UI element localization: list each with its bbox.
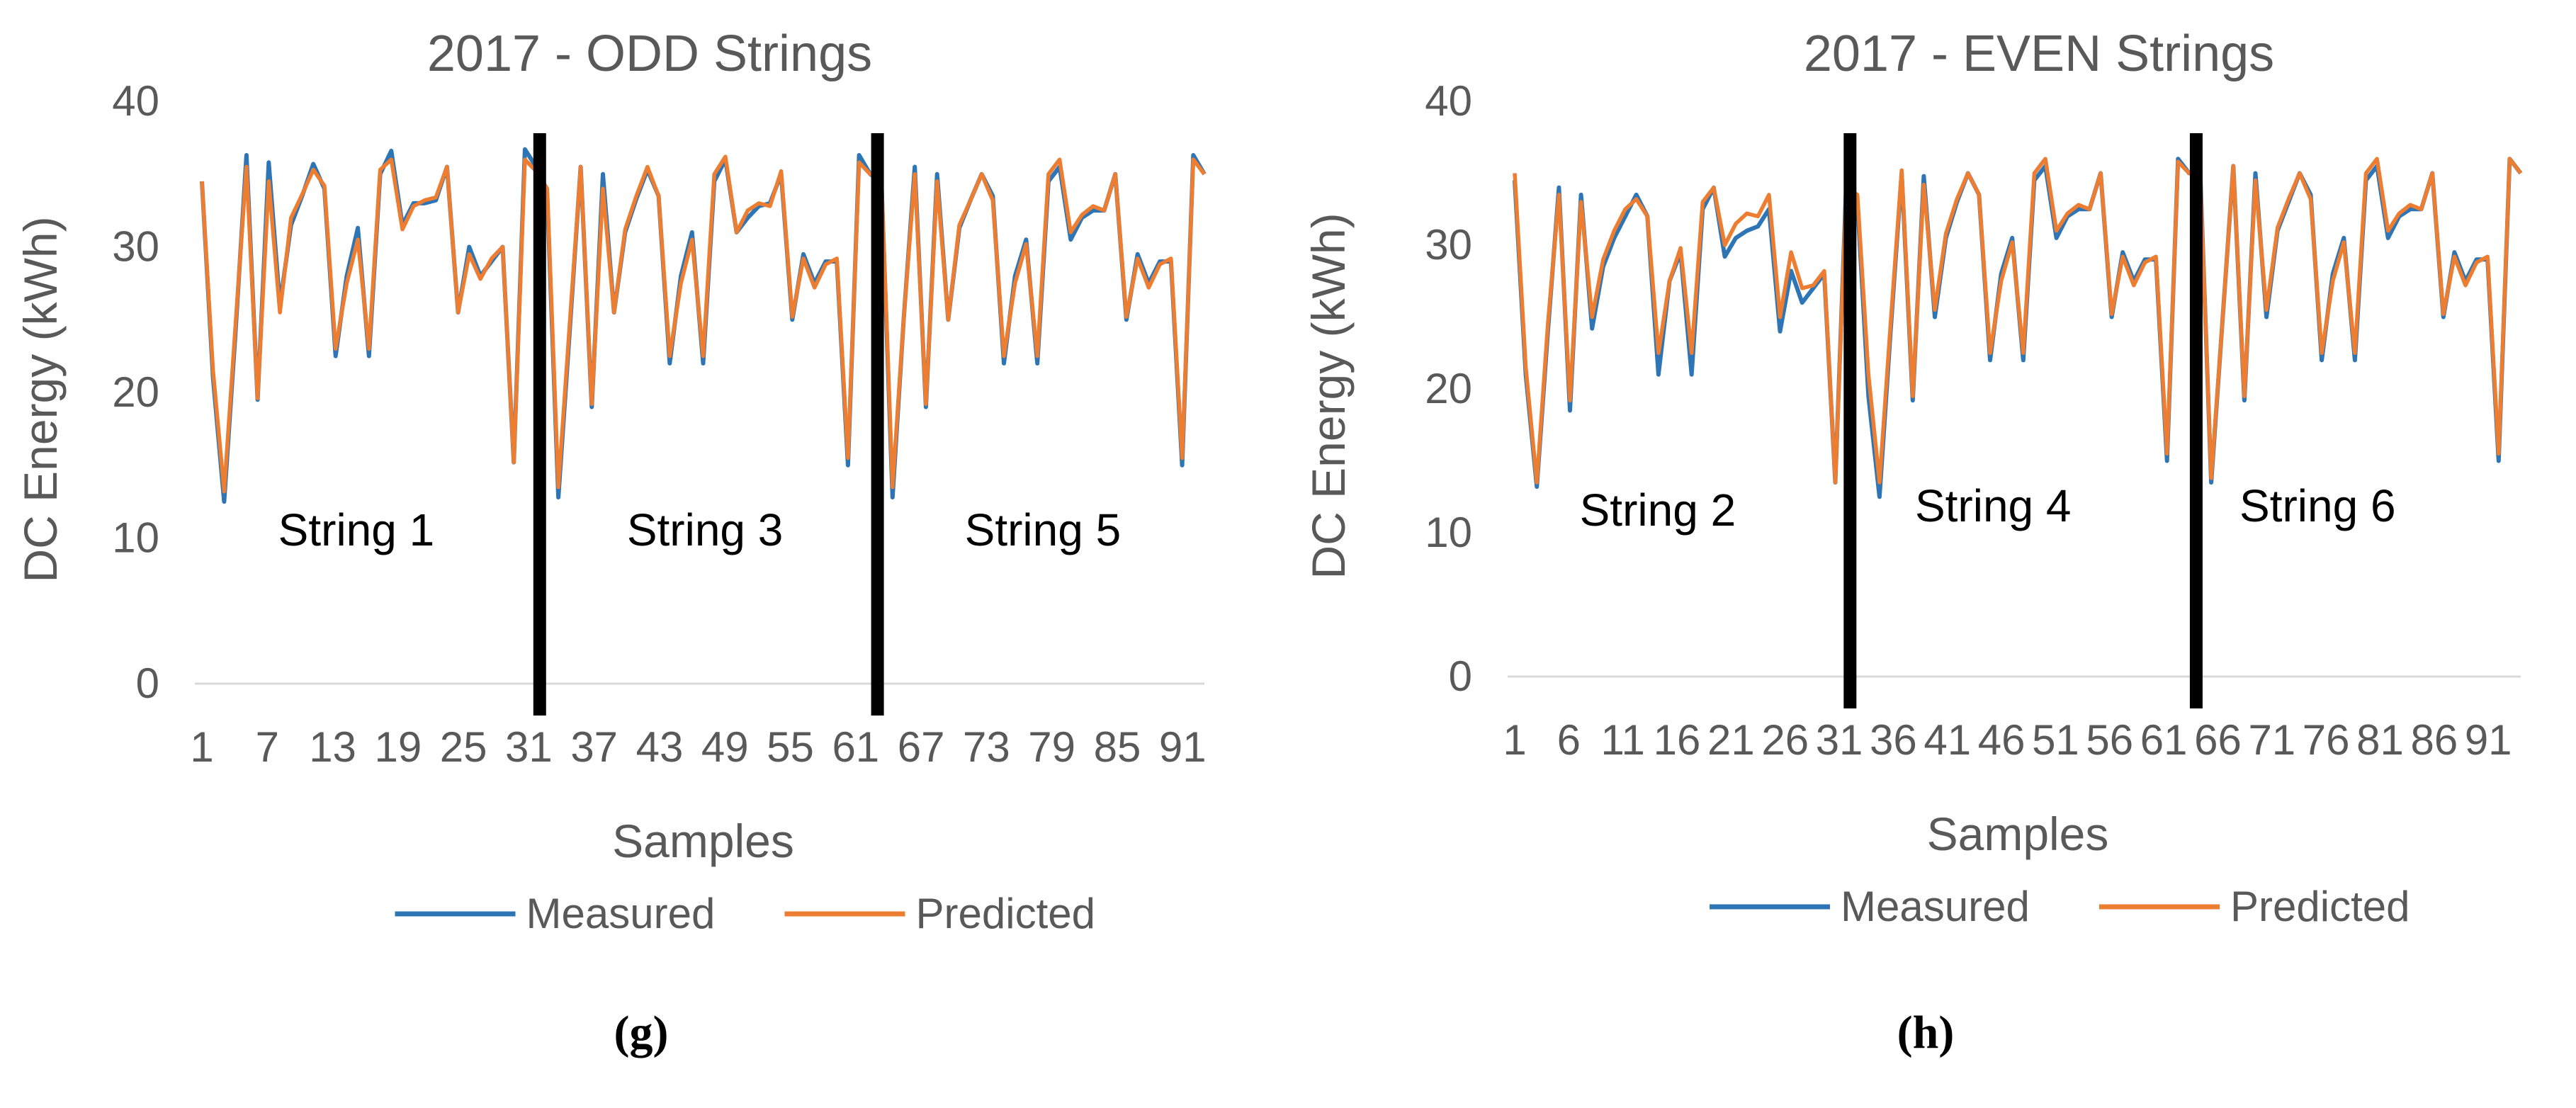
chart-odd-strings: 2017 - ODD Strings 0 10 20 30 40 1 7 13 19 25 31 37 4… (14, 26, 1207, 937)
x-tick-label: 49 (701, 723, 749, 771)
legend-item-predicted: Predicted (784, 890, 1095, 937)
chart-panel-odd: 2017 - ODD Strings 0 10 20 30 40 1 7 13 19 25 31 37 4… (14, 26, 1207, 1058)
series-line-measured (200, 147, 1207, 504)
x-tick-label: 16 (1654, 716, 1701, 764)
y-axis-label: DC Energy (kWh) (1302, 213, 1355, 579)
y-tick-label: 30 (112, 223, 159, 271)
x-tick-label: 31 (1816, 716, 1863, 764)
x-tick-label: 41 (1923, 716, 1971, 764)
x-tick-label: 1 (1503, 716, 1526, 764)
x-tick-label: 51 (2032, 716, 2079, 764)
x-tick-label: 81 (2356, 716, 2404, 764)
legend-label: Measured (1841, 883, 2030, 930)
y-axis-label: DC Energy (kWh) (14, 216, 67, 582)
caption-g: (g) (614, 1007, 669, 1058)
string-label: String 4 (1915, 480, 2072, 531)
legend-label: Predicted (2230, 883, 2410, 930)
x-axis-label: Samples (1927, 808, 2109, 860)
series-line-measured (1513, 157, 2523, 499)
y-tick-label: 40 (1425, 77, 1472, 125)
x-tick-label: 79 (1028, 723, 1075, 771)
x-tick-label: 91 (2465, 716, 2512, 764)
y-tick-label: 0 (1449, 652, 1472, 700)
x-tick-label: 61 (2140, 716, 2188, 764)
x-tick-label: 71 (2248, 716, 2295, 764)
x-tick-label: 56 (2086, 716, 2133, 764)
x-tick-label: 26 (1761, 716, 1809, 764)
y-tick-label: 30 (1425, 221, 1472, 268)
x-tick-label: 36 (1870, 716, 1917, 764)
x-tick-label: 7 (256, 723, 279, 771)
legend-item-predicted: Predicted (2099, 883, 2410, 930)
x-tick-label: 76 (2303, 716, 2350, 764)
legend-label: Predicted (916, 890, 1095, 937)
x-tick-label: 25 (440, 723, 487, 771)
x-axis-label: Samples (612, 815, 794, 867)
legend-label: Measured (526, 890, 716, 937)
y-tick-label: 20 (112, 368, 159, 416)
x-tick-label: 85 (1094, 723, 1141, 771)
x-tick-label: 91 (1159, 723, 1207, 771)
y-tick-label: 20 (1425, 365, 1472, 412)
x-tick-label: 86 (2410, 716, 2458, 764)
chart-panel-even: 2017 - EVEN Strings 0 10 20 30 40 1 6 11 16 21 26 31… (1288, 0, 2576, 1108)
x-tick-label: 43 (636, 723, 684, 771)
string-label: String 2 (1580, 485, 1736, 536)
y-tick-label: 40 (112, 77, 159, 125)
x-tick-label: 37 (570, 723, 618, 771)
x-tick-label: 31 (505, 723, 553, 771)
chart-title: 2017 - EVEN Strings (1804, 26, 2274, 82)
x-tick-label: 66 (2194, 716, 2242, 764)
series-line-predicted (200, 154, 1207, 494)
string-label: String 1 (278, 504, 435, 555)
x-tick-label: 6 (1557, 716, 1581, 764)
string-label: String 6 (2239, 480, 2396, 531)
x-tick-label: 19 (374, 723, 422, 771)
x-tick-label: 11 (1601, 716, 1645, 764)
legend-item-measured: Measured (395, 890, 716, 937)
x-tick-label: 61 (832, 723, 879, 771)
string-label: String 3 (627, 504, 784, 555)
x-tick-label: 13 (309, 723, 356, 771)
legend-item-measured: Measured (1710, 883, 2030, 930)
y-tick-label: 0 (136, 660, 159, 707)
series-line-predicted (1513, 157, 2523, 485)
chart-title: 2017 - ODD Strings (427, 26, 872, 82)
x-tick-label: 55 (767, 723, 814, 771)
y-tick-label: 10 (1425, 509, 1472, 556)
x-tick-label: 1 (190, 723, 213, 771)
x-tick-label: 67 (898, 723, 945, 771)
caption-h: (h) (1897, 1007, 1955, 1058)
string-label: String 5 (965, 504, 1122, 555)
x-tick-label: 46 (1978, 716, 2026, 764)
y-tick-label: 10 (112, 514, 159, 562)
x-tick-label: 73 (963, 723, 1010, 771)
x-tick-label: 21 (1707, 716, 1755, 764)
